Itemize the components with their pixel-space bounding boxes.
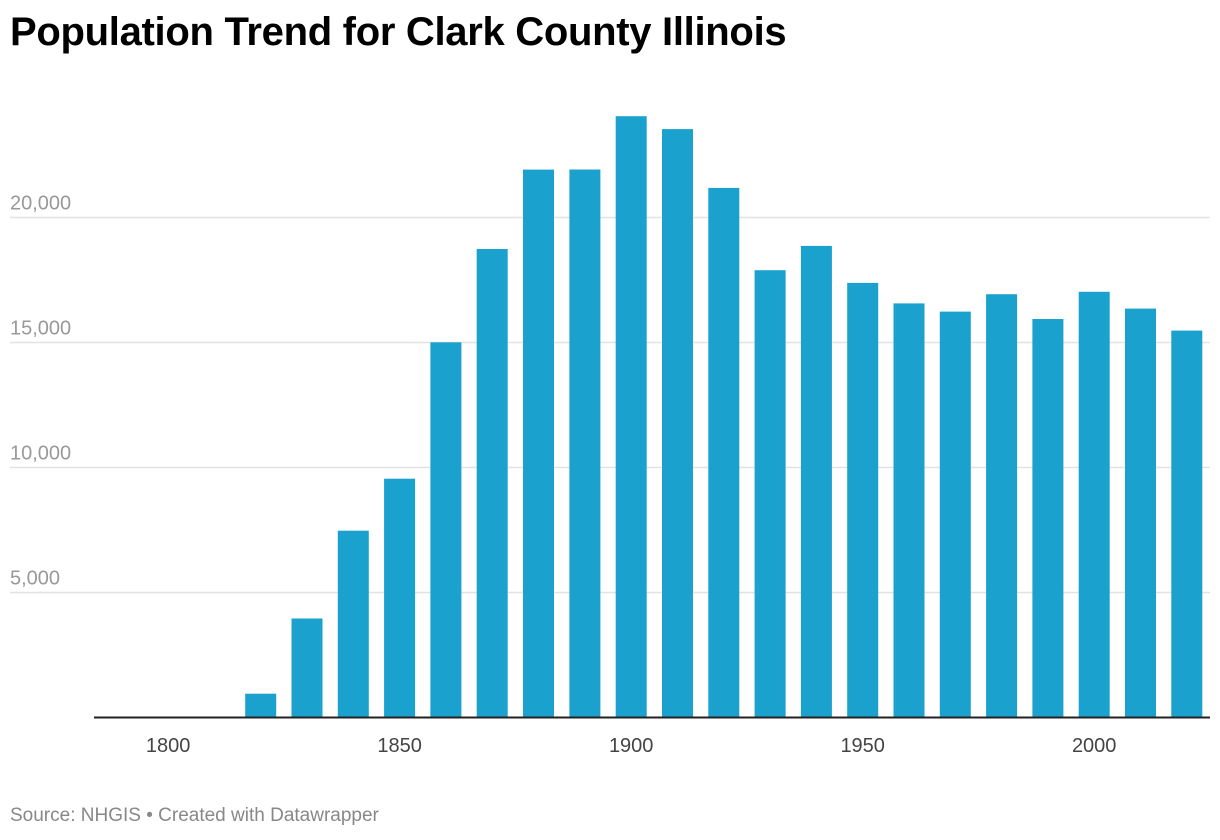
bar-1990[interactable]: [1032, 319, 1064, 717]
bar-2020[interactable]: [1171, 330, 1203, 717]
bar-1890[interactable]: [569, 169, 601, 718]
bar-1870[interactable]: [476, 249, 508, 717]
x-tick-label: 1950: [840, 735, 885, 757]
bar-1820[interactable]: [245, 693, 277, 717]
bar-1880[interactable]: [523, 169, 554, 718]
bar-1940[interactable]: [800, 245, 832, 717]
x-tick-labels: 1800 1850 1900 1950 2000: [146, 735, 1117, 757]
bar-2000[interactable]: [1078, 291, 1110, 717]
bar-1830[interactable]: [291, 618, 323, 718]
footer-separator: •: [140, 805, 159, 826]
x-tick-label: 1900: [609, 735, 654, 757]
bar-chart: 5,000 10,000 15,000 20,000 1800 1850 1900 1950…: [10, 116, 1210, 757]
gridlines: [10, 216, 1210, 594]
y-tick-label: 5,000: [10, 568, 60, 590]
y-tick-label: 15,000: [10, 318, 71, 340]
chart-title: Population Trend for Clark County Illino…: [10, 10, 787, 54]
y-tick-labels: 5,000 10,000 15,000 20,000: [10, 193, 71, 590]
datawrapper-credit-link[interactable]: Created with Datawrapper: [158, 805, 379, 826]
bar-1950[interactable]: [847, 282, 879, 717]
bar-2010[interactable]: [1125, 308, 1156, 717]
bar-1980[interactable]: [986, 294, 1018, 717]
bars: [245, 116, 1203, 718]
bar-1930[interactable]: [754, 270, 786, 717]
x-tick-label: 1800: [146, 735, 191, 757]
source-note: Source: NHGIS: [10, 805, 141, 826]
y-tick-label: 10,000: [10, 443, 71, 465]
y-tick-label: 20,000: [10, 193, 71, 215]
bar-1860[interactable]: [430, 342, 462, 717]
bar-1920[interactable]: [708, 187, 740, 717]
bar-1910[interactable]: [662, 129, 693, 718]
chart-footer: Source: NHGIS • Created with Datawrapper: [10, 805, 379, 827]
x-tick-label: 2000: [1072, 735, 1117, 757]
bar-1850[interactable]: [384, 478, 416, 717]
bar-1970[interactable]: [939, 311, 971, 717]
x-tick-label: 1850: [377, 735, 422, 757]
bar-1840[interactable]: [337, 530, 369, 717]
bar-1900[interactable]: [615, 116, 647, 717]
bar-1960[interactable]: [893, 303, 925, 717]
